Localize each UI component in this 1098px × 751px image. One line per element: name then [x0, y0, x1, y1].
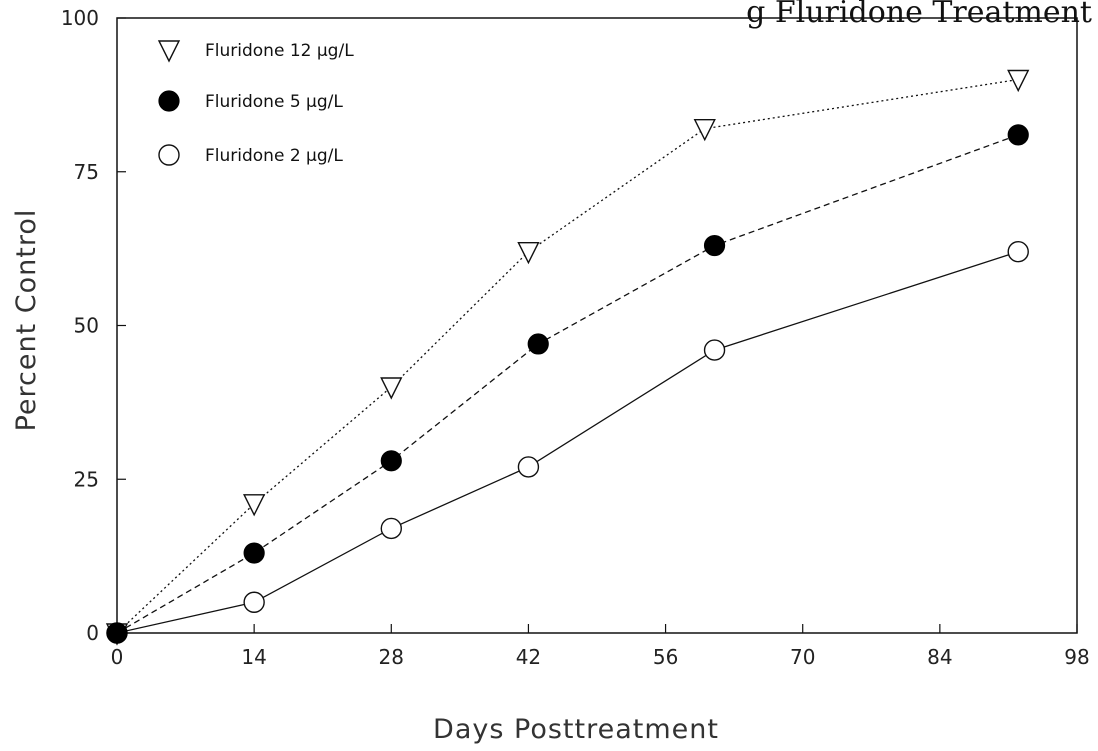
data-point-fluridone-5 — [703, 234, 726, 257]
x-tick-label: 28 — [379, 645, 404, 669]
series-line-fluridone-5 — [116, 134, 1019, 634]
x-tick-label: 70 — [790, 645, 815, 669]
y-tick-label: 100 — [61, 6, 99, 30]
data-point-fluridone-12 — [243, 494, 266, 517]
data-point-fluridone-12 — [1007, 69, 1030, 93]
y-tick-label: 25 — [74, 467, 99, 491]
x-tick-label: 98 — [1064, 645, 1089, 669]
series-line-fluridone-12 — [116, 78, 1019, 634]
x-axis-title: Days Posttreatment — [433, 714, 719, 745]
x-tick-label: 42 — [516, 645, 541, 669]
legend-marker-fluridone-12 — [157, 40, 181, 63]
x-tick-label: 0 — [111, 645, 124, 669]
x-tick-label: 56 — [653, 645, 678, 669]
data-point-fluridone-5 — [106, 622, 128, 644]
legend-label-fluridone-12: Fluridone 12 µg/L — [205, 41, 354, 61]
legend-label-fluridone-2: Fluridone 2 µg/L — [205, 146, 343, 166]
data-point-fluridone-12 — [380, 377, 403, 400]
y-tick-label: 75 — [74, 160, 99, 184]
legend-marker-fluridone-2 — [158, 144, 180, 166]
legend-label-fluridone-5: Fluridone 5 µg/L — [205, 92, 343, 112]
data-point-fluridone-2 — [243, 591, 265, 613]
legend-marker-fluridone-5 — [158, 90, 180, 112]
x-tick-label: 84 — [927, 645, 952, 669]
data-point-fluridone-2 — [380, 517, 402, 540]
series-line-fluridone-2 — [116, 251, 1019, 634]
data-point-fluridone-5 — [380, 450, 402, 472]
data-point-fluridone-2 — [703, 339, 726, 361]
series-lines — [116, 78, 1019, 634]
data-point-fluridone-5 — [243, 542, 265, 564]
legend: Fluridone 12 µg/L Fluridone 5 µg/L Flurido… — [157, 40, 354, 166]
y-axis-title: Percent Control — [11, 209, 42, 432]
data-point-fluridone-12 — [693, 118, 716, 142]
data-point-fluridone-12 — [517, 241, 540, 265]
y-tick-label: 50 — [74, 314, 99, 338]
chart-title: g Fluridone Treatment — [746, 0, 1092, 30]
data-point-fluridone-5 — [527, 333, 549, 355]
data-point-fluridone-2 — [1007, 240, 1029, 263]
y-tick-label: 0 — [86, 621, 99, 645]
data-point-fluridone-2 — [517, 456, 540, 478]
series-markers — [105, 69, 1030, 646]
data-point-fluridone-5 — [1007, 124, 1029, 146]
axis-ticks: 0 14 28 42 56 70 84 98 0 25 50 75 100 — [61, 6, 1090, 669]
x-tick-label: 14 — [241, 645, 266, 669]
